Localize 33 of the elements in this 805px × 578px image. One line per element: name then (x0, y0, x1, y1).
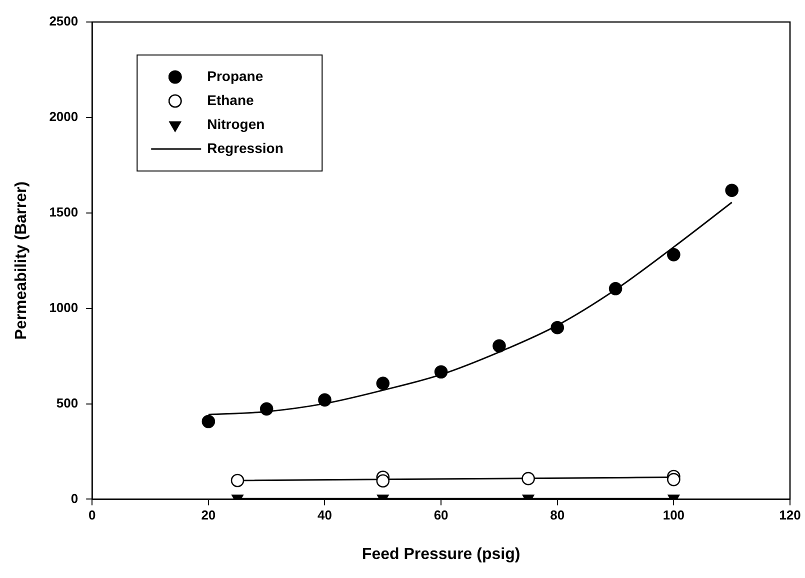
y-tick-label: 2500 (49, 14, 78, 29)
point (725, 184, 738, 198)
point (550, 320, 564, 334)
y-tick-label: 2000 (49, 109, 78, 124)
point (608, 282, 622, 296)
point (202, 414, 216, 428)
point (376, 474, 390, 488)
x-axis-title: Feed Pressure (psig) (362, 546, 520, 563)
legend-label: Propane (207, 68, 264, 84)
y-tick-label: 1000 (49, 300, 78, 315)
y-axis-title: Permeability (Barrer) (13, 181, 30, 340)
point (667, 248, 680, 262)
point (376, 376, 390, 390)
point (434, 365, 448, 379)
y-tick-label: 1500 (49, 204, 78, 220)
x-tick-label: 40 (318, 508, 332, 523)
y-tick-label: 0 (70, 490, 78, 506)
legend-label: Regression (207, 140, 284, 156)
point (260, 402, 274, 416)
legend-label: Nitrogen (207, 116, 265, 132)
x-tick-label: 20 (201, 508, 216, 523)
x-tick-label: 100 (662, 508, 685, 523)
y-tick-label: 500 (56, 395, 78, 410)
x-tick-label: 60 (434, 508, 448, 523)
point (667, 472, 680, 486)
point (230, 474, 244, 488)
x-tick-label: 80 (550, 508, 565, 523)
x-tick-label: 0 (88, 508, 96, 523)
point (522, 472, 535, 486)
point (492, 339, 506, 353)
x-tick-label: 120 (779, 508, 801, 523)
legend-label: Ethane (207, 92, 254, 108)
point (318, 393, 332, 407)
